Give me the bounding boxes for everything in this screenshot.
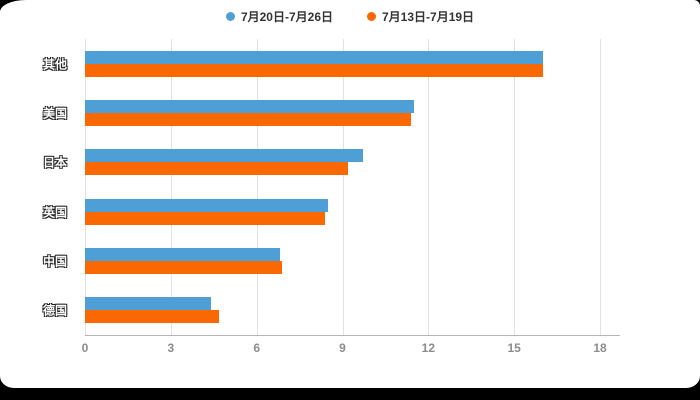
bar-series-1[interactable]	[85, 297, 211, 311]
bar-series-1[interactable]	[85, 50, 543, 64]
category-label: 美国	[43, 106, 68, 121]
gridline	[85, 39, 86, 335]
legend-item-series-1[interactable]: 7月20日-7月26日	[225, 8, 333, 25]
gridline	[170, 39, 172, 335]
category-row: 其他	[43, 39, 620, 88]
bar-series-1[interactable]	[85, 198, 329, 212]
gridline	[600, 39, 601, 335]
category-row: 日本	[43, 138, 620, 187]
bar-group	[85, 297, 620, 324]
category-row: 中国	[43, 236, 620, 285]
bar-rows-layer: 其他美国日本英国中国德国	[43, 39, 620, 335]
x-tick-label: 3	[167, 341, 175, 355]
x-tick-label: 15	[507, 341, 521, 355]
category-row: 美国	[43, 88, 620, 137]
gridline	[342, 39, 344, 335]
plot-area: 其他美国日本英国中国德国	[43, 39, 620, 336]
category-label: 英国	[43, 205, 68, 220]
legend-item-series-2[interactable]: 7月13日-7月19日	[367, 8, 474, 25]
legend-marker-icon	[225, 11, 235, 21]
gridline	[428, 39, 430, 335]
bar-group	[85, 99, 620, 126]
chart-legend: 7月20日-7月26日 7月13日-7月19日	[0, 0, 700, 25]
bar-series-1[interactable]	[85, 149, 363, 163]
bar-series-2[interactable]	[85, 162, 349, 176]
category-row: 德国	[43, 286, 620, 335]
gridline	[256, 39, 258, 335]
gridline	[514, 39, 516, 335]
bar-series-2[interactable]	[85, 310, 220, 324]
bar-series-2[interactable]	[85, 112, 412, 126]
category-label: 德国	[43, 303, 68, 318]
legend-label-series-2: 7月13日-7月19日	[382, 9, 475, 24]
bar-group	[85, 50, 620, 77]
bar-group	[85, 149, 620, 176]
bar-series-1[interactable]	[85, 99, 415, 113]
bar-group	[85, 247, 620, 274]
x-tick-label: 18	[593, 341, 607, 355]
x-axis: 0 3 6 9 12 15 18	[81, 336, 620, 358]
chart-panel: 7月20日-7月26日 7月13日-7月19日 其他美国日本英国中国德国 0 3 6…	[0, 0, 700, 388]
bar-series-2[interactable]	[85, 63, 543, 77]
x-tick-label: 9	[339, 341, 346, 355]
x-tick-label: 6	[253, 341, 260, 355]
bar-series-2[interactable]	[85, 260, 283, 274]
x-tick-label: 0	[81, 341, 89, 355]
x-tick-label: 12	[421, 341, 436, 355]
category-row: 英国	[43, 187, 620, 236]
legend-marker-icon	[367, 11, 376, 21]
legend-label-series-1: 7月20日-7月26日	[240, 9, 333, 24]
bar-series-1[interactable]	[85, 247, 280, 261]
category-label: 其他	[43, 57, 68, 72]
category-label: 日本	[43, 155, 68, 170]
bar-series-2[interactable]	[85, 211, 326, 225]
category-label: 中国	[43, 254, 68, 269]
bar-group	[85, 198, 620, 225]
